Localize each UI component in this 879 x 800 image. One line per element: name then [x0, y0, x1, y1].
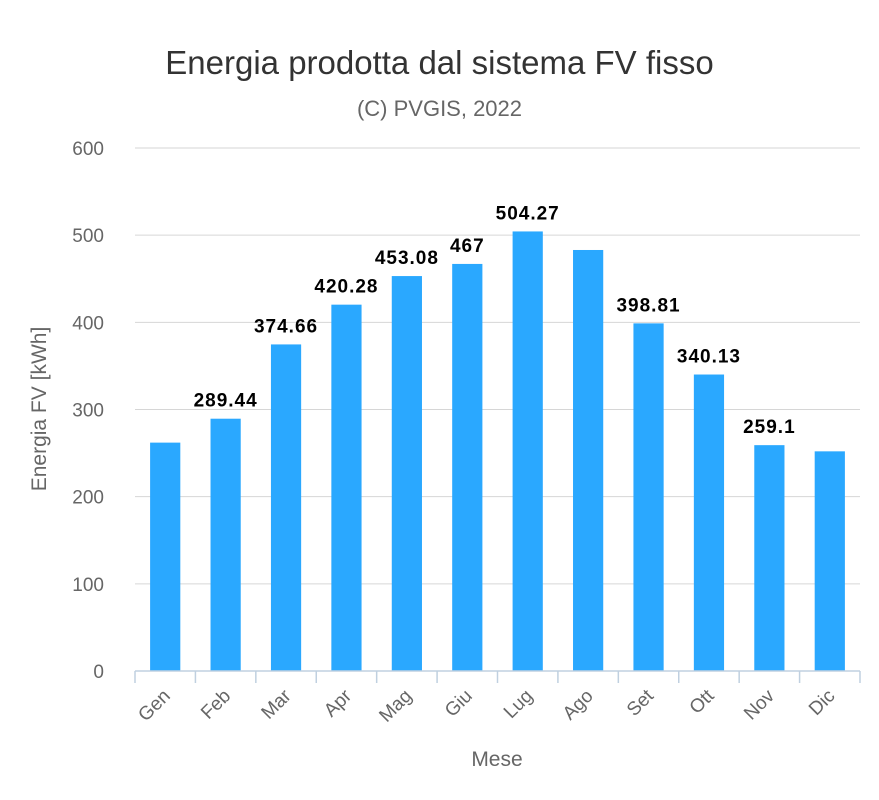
x-axis-title: Mese	[471, 748, 522, 771]
x-tick-label: Feb	[197, 686, 235, 724]
y-tick-label: 200	[72, 488, 104, 509]
bar	[270, 344, 302, 671]
y-tick-label: 300	[72, 401, 104, 422]
x-tick-label: Gen	[134, 686, 174, 726]
bar	[573, 249, 604, 672]
bars	[150, 231, 845, 672]
data-label: 453.08	[375, 248, 439, 269]
x-tick-label: Mag	[375, 686, 416, 727]
x-tick-label: Ott	[686, 685, 719, 718]
data-label: 289.44	[194, 391, 258, 412]
x-tick-label: Ago	[559, 686, 598, 725]
data-labels: 289.44 374.66 420.28 453.08 467 504.27 398.81 3…	[194, 203, 796, 438]
x-tick-label: Apr	[320, 685, 356, 721]
y-axis-title: Energia FV [kWh]	[28, 327, 51, 492]
y-tick-label: 400	[72, 313, 104, 334]
y-tick-label: 100	[72, 575, 104, 596]
y-tick-label: 0	[93, 662, 104, 683]
bar	[754, 445, 785, 671]
bar	[452, 263, 483, 671]
x-tick-label: Lug	[500, 686, 537, 723]
bar	[150, 442, 181, 671]
bar	[693, 374, 725, 671]
chart-title: Energia prodotta dal sistema FV fisso	[165, 44, 714, 81]
x-tick-label: Set	[623, 685, 659, 721]
x-axis: Gen Feb Mar Apr Mag Giu Lug Ago Set Ott Nov Dic	[134, 670, 861, 727]
data-label: 340.13	[677, 347, 741, 368]
data-label: 504.27	[496, 203, 560, 224]
bar	[210, 418, 241, 671]
x-tick-label: Giu	[441, 686, 477, 722]
data-label: 259.1	[743, 417, 796, 438]
data-label: 374.66	[254, 316, 318, 337]
bar	[512, 231, 543, 672]
data-label: 467	[450, 236, 485, 257]
bar	[391, 276, 422, 671]
chart-subtitle: (C) PVGIS, 2022	[356, 96, 523, 121]
x-tick-label: Dic	[805, 686, 839, 720]
data-label: 398.81	[616, 295, 680, 316]
bar	[633, 323, 664, 671]
y-tick-label: 500	[72, 226, 104, 247]
x-tick-label: Nov	[740, 685, 779, 724]
gridlines: 0 100 200 300 400 500 600	[72, 139, 860, 683]
y-tick-label: 600	[72, 139, 104, 160]
bar	[814, 451, 845, 671]
x-tick-label: Mar	[258, 685, 296, 723]
bar	[331, 304, 362, 671]
data-label: 420.28	[314, 277, 378, 298]
